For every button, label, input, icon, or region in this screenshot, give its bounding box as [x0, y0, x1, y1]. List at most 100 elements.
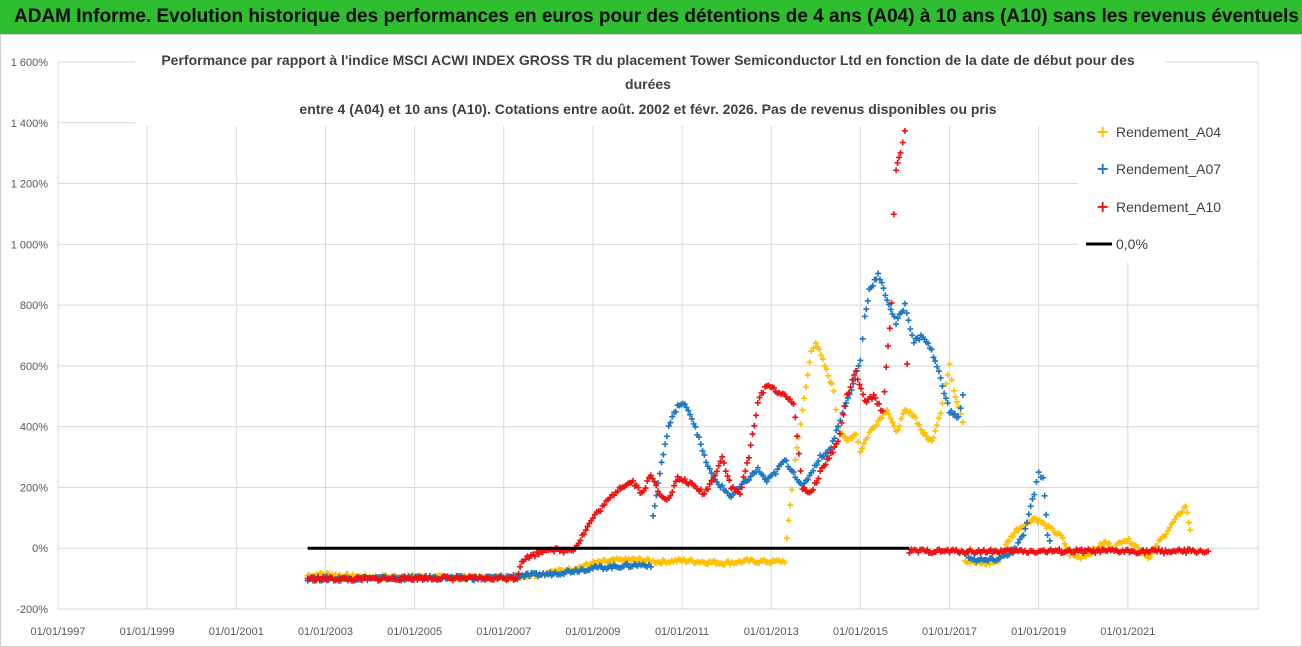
data-point	[1184, 509, 1191, 516]
data-point	[891, 422, 898, 429]
data-point	[838, 419, 845, 426]
data-point	[706, 465, 713, 472]
data-point	[726, 477, 733, 484]
data-point	[802, 384, 809, 391]
y-tick-label: -200%	[16, 604, 48, 616]
y-tick-label: 800%	[20, 300, 48, 312]
legend: + Rendement_A04 + Rendement_A07 + Rendem…	[1078, 112, 1258, 262]
data-point	[813, 462, 820, 469]
data-point	[635, 484, 642, 491]
data-point	[597, 508, 604, 515]
data-point	[898, 415, 905, 422]
data-point	[955, 413, 962, 420]
data-point	[1040, 474, 1047, 481]
data-point	[912, 414, 919, 421]
data-point	[887, 306, 894, 313]
data-point	[907, 408, 914, 415]
data-point	[891, 313, 898, 320]
data-point	[884, 297, 891, 304]
data-point	[547, 569, 554, 576]
data-point	[840, 411, 847, 418]
data-point	[1205, 548, 1212, 555]
data-point	[787, 502, 794, 509]
data-point	[854, 376, 861, 383]
data-point	[829, 449, 836, 456]
data-point	[704, 486, 711, 492]
data-point	[412, 573, 419, 580]
data-point	[858, 385, 865, 392]
data-point	[761, 556, 768, 563]
data-point	[1125, 535, 1132, 542]
data-point	[790, 469, 797, 476]
x-tick-label: 01/01/2007	[476, 626, 531, 638]
data-point	[770, 384, 777, 391]
data-point	[351, 577, 358, 584]
data-point	[843, 399, 850, 406]
data-point	[975, 546, 982, 553]
legend-label-zero: 0,0%	[1116, 236, 1148, 252]
data-point	[815, 475, 822, 482]
data-point	[696, 434, 703, 441]
legend-label-a04: Rendement_A04	[1116, 124, 1221, 140]
data-point	[724, 473, 731, 480]
data-point	[1172, 516, 1179, 523]
data-point	[888, 300, 895, 307]
data-point	[904, 360, 911, 367]
data-point	[875, 270, 882, 277]
x-tick-label: 01/01/1997	[30, 626, 85, 638]
data-point	[855, 438, 862, 445]
data-point	[521, 574, 528, 581]
data-point	[959, 419, 966, 426]
data-point	[831, 444, 838, 451]
data-point	[948, 376, 955, 383]
data-point	[756, 394, 763, 401]
data-point	[1011, 529, 1018, 536]
data-point	[948, 407, 955, 414]
data-point	[810, 486, 817, 493]
data-point	[1061, 540, 1068, 547]
data-point	[683, 404, 690, 411]
data-point	[816, 346, 823, 353]
y-tick-label: 0%	[32, 543, 48, 555]
data-point	[901, 127, 908, 134]
data-point	[818, 352, 825, 359]
data-point	[577, 537, 584, 544]
data-point	[658, 459, 665, 466]
data-point	[783, 457, 790, 464]
data-point	[821, 363, 828, 370]
data-point	[864, 297, 871, 304]
data-point	[928, 346, 935, 353]
data-point	[801, 395, 808, 402]
data-point	[792, 414, 799, 421]
data-point	[878, 279, 885, 286]
data-point	[795, 450, 802, 457]
data-point	[630, 477, 637, 484]
data-point	[783, 535, 790, 542]
data-point	[880, 285, 887, 292]
data-point	[738, 484, 745, 491]
data-point	[887, 415, 894, 422]
data-point	[747, 442, 754, 449]
data-point	[647, 563, 654, 570]
data-point	[672, 478, 679, 485]
data-point	[1187, 526, 1194, 533]
legend-label-a10: Rendement_A10	[1116, 199, 1221, 215]
data-point	[916, 336, 923, 343]
data-point	[1041, 520, 1048, 527]
data-point	[722, 468, 729, 475]
data-point	[810, 467, 817, 474]
x-tick-label: 01/01/2003	[298, 626, 353, 638]
data-point	[1179, 508, 1186, 515]
data-point	[849, 376, 856, 383]
data-point	[1049, 525, 1056, 532]
data-point	[861, 313, 868, 320]
data-point	[935, 415, 942, 422]
data-point	[672, 408, 679, 415]
data-point	[647, 472, 654, 479]
data-point	[863, 306, 870, 313]
data-point	[830, 387, 837, 394]
data-point	[715, 462, 722, 469]
data-point	[881, 388, 888, 395]
data-point	[939, 383, 946, 390]
data-point	[1183, 549, 1190, 556]
